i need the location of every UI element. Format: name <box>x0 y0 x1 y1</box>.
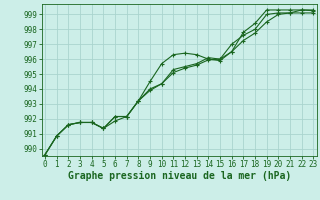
X-axis label: Graphe pression niveau de la mer (hPa): Graphe pression niveau de la mer (hPa) <box>68 171 291 181</box>
